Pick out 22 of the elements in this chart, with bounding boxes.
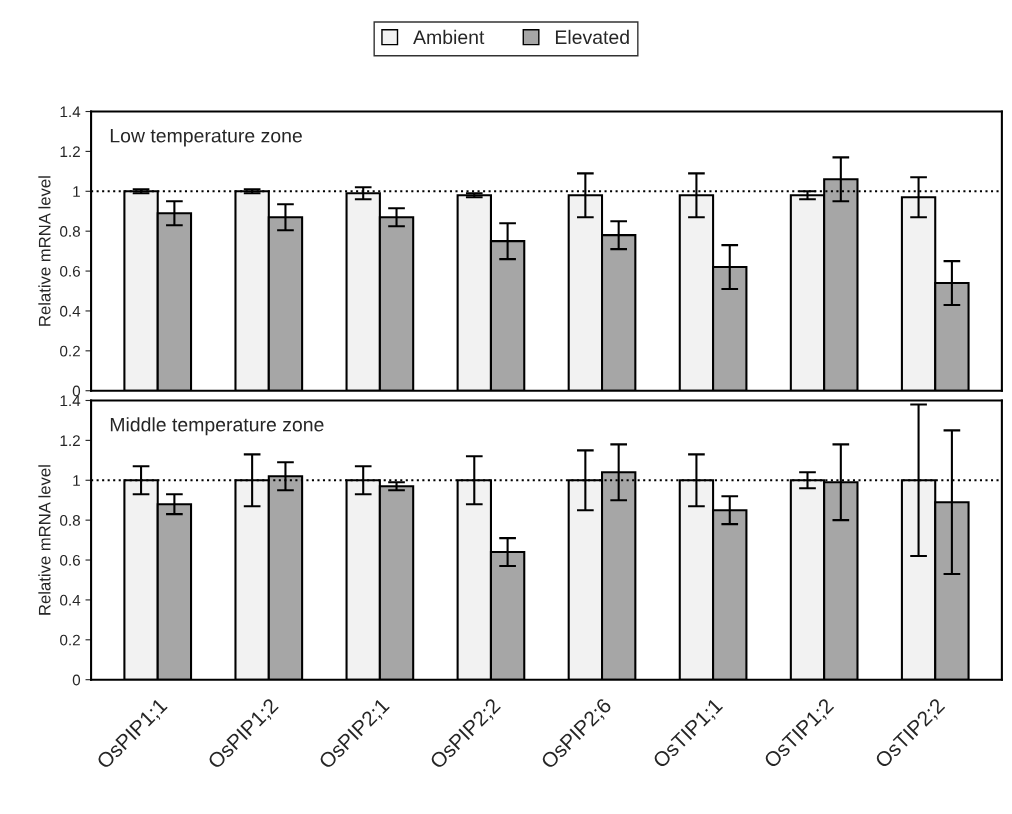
y-tick-label: 1.4 bbox=[60, 106, 81, 118]
legend-label: Elevated bbox=[555, 29, 629, 45]
y-tick-label: 0.4 bbox=[60, 594, 81, 606]
y-tick-label: 0.2 bbox=[60, 634, 80, 646]
y-tick-label: 0.8 bbox=[60, 515, 80, 526]
y-tick-label: 1.2 bbox=[60, 146, 80, 157]
y-tick-label: 0.6 bbox=[60, 265, 80, 277]
y-tick-label: 1.2 bbox=[60, 435, 80, 446]
y-axis-title: Relative mRNA level bbox=[38, 176, 51, 326]
legend-label: Ambient bbox=[413, 29, 485, 45]
y-tick-label: 0.6 bbox=[60, 554, 80, 566]
y-tick-label: 1 bbox=[73, 186, 80, 197]
y-tick-label: 1.4 bbox=[60, 395, 81, 407]
y-tick-label: 0.2 bbox=[60, 345, 80, 357]
y-tick-label: 0 bbox=[72, 674, 81, 686]
y-tick-label: 0.4 bbox=[60, 305, 81, 317]
y-axis-title: Relative mRNA level bbox=[38, 465, 51, 615]
text: Middle temperature zone bbox=[110, 417, 324, 436]
y-tick-label: 0.8 bbox=[60, 226, 80, 237]
text: Low temperature zone bbox=[110, 128, 302, 147]
y-tick-label: 1 bbox=[73, 475, 80, 486]
y-tick-label: 0 bbox=[72, 385, 81, 397]
